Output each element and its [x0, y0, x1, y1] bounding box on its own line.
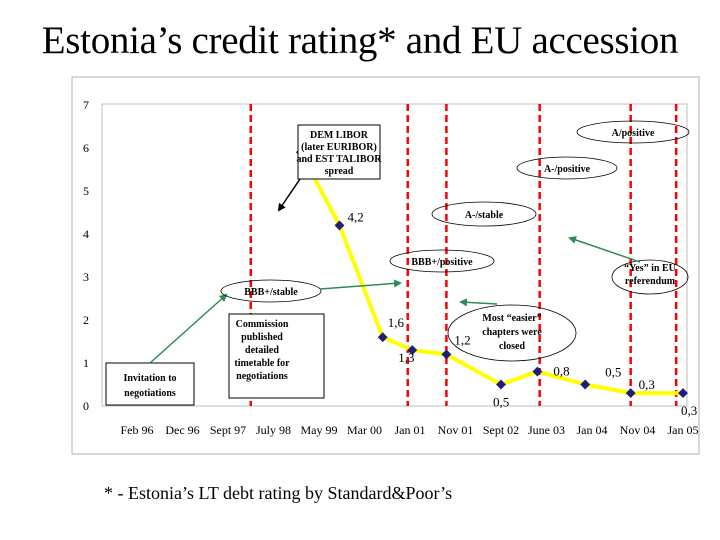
annotation-text: Most “easier” [482, 313, 541, 324]
annotation-arrow [149, 293, 228, 364]
annotation-text: negotiations [236, 371, 288, 382]
annotation-text: Commission [236, 319, 289, 330]
annotation-box [228, 313, 325, 399]
x-tick-label: Jan 04 [577, 423, 608, 437]
data-label: 4,2 [347, 209, 363, 224]
data-label: 1,3 [398, 350, 414, 365]
data-point [407, 345, 418, 356]
y-tick-label: 5 [83, 184, 89, 198]
annotation-text: negotiations [124, 388, 176, 399]
x-tick-label: Sept 97 [210, 423, 246, 437]
x-tick-label: June 03 [528, 423, 565, 437]
data-label: 1,2 [454, 332, 470, 347]
annotation-ellipse [220, 279, 322, 303]
data-point [532, 366, 543, 377]
y-tick-label: 3 [83, 270, 89, 284]
data-label: 1,6 [388, 315, 405, 330]
annotation-text: published [241, 332, 283, 343]
annotation-text: detailed [245, 345, 279, 356]
data-point [441, 349, 452, 360]
annotation-text: DEM LIBOR [310, 130, 369, 141]
data-label: 0,3 [681, 403, 697, 418]
data-label: 0,5 [493, 395, 509, 410]
data-point [625, 388, 636, 399]
annotation-ellipse [516, 156, 618, 180]
footnote: * - Estonia’s LT debt rating by Standard… [104, 483, 453, 503]
annotation-text: A/positive [612, 128, 655, 139]
x-tick-label: Feb 96 [121, 423, 154, 437]
annotation-arrow [277, 178, 301, 212]
x-tick-label: July 98 [256, 423, 291, 437]
annotation-text: A-/stable [465, 210, 504, 221]
annotation-text: chapters were [482, 327, 542, 338]
y-tick-label: 7 [83, 98, 89, 112]
annotation-arrow [459, 298, 498, 307]
annotation-text: referendum [625, 276, 676, 287]
plot-area [101, 103, 688, 407]
x-tick-label: Sept 02 [483, 423, 519, 437]
x-tick-label: Nov 04 [620, 423, 656, 437]
y-tick-label: 0 [83, 399, 89, 413]
annotation-box [105, 362, 195, 406]
annotation-text: (later EURIBOR) [301, 142, 377, 153]
annotation-text: spread [325, 166, 354, 177]
data-label: 0,5 [605, 365, 621, 380]
annotation-text: Invitation to [123, 373, 176, 384]
x-tick-label: Jan 01 [395, 423, 426, 437]
y-tick-label: 2 [83, 313, 89, 327]
x-tick-label: Mar 00 [347, 423, 382, 437]
data-point [377, 332, 388, 343]
y-tick-label: 1 [83, 356, 89, 370]
x-tick-label: Dec 96 [165, 423, 199, 437]
y-tick-label: 4 [83, 227, 89, 241]
annotation-ellipse [611, 259, 689, 295]
annotation-text: BBB+/stable [244, 287, 298, 298]
data-label: 0,3 [639, 377, 655, 392]
data-point [580, 379, 591, 390]
x-tick-label: Nov 01 [438, 423, 474, 437]
data-point [496, 379, 506, 390]
annotation-ellipse [431, 201, 537, 227]
rating-series-line [299, 151, 683, 396]
annotation-box [297, 124, 381, 180]
annotation-ellipse [576, 120, 690, 144]
annotation-text: closed [499, 341, 526, 352]
y-tick-label: 6 [83, 141, 89, 155]
slide-title: Estonia’s credit rating* and EU accessio… [41, 19, 679, 62]
annotation-text: A-/positive [544, 164, 591, 175]
data-point [678, 388, 688, 399]
annotation-arrow [568, 236, 641, 263]
annotation-ellipse [389, 249, 495, 273]
annotation-text: timetable for [234, 358, 290, 369]
annotation-arrow [319, 279, 402, 290]
annotation-text: and EST TALIBOR [296, 154, 382, 165]
data-label: 0,8 [553, 364, 569, 379]
x-tick-label: May 99 [301, 423, 338, 437]
annotation-ellipse [447, 304, 577, 362]
annotation-text: BBB+/positive [411, 257, 473, 268]
annotation-text: “Yes” in EU [624, 263, 676, 274]
data-point [334, 220, 345, 231]
x-tick-label: Jan 05 [668, 423, 699, 437]
